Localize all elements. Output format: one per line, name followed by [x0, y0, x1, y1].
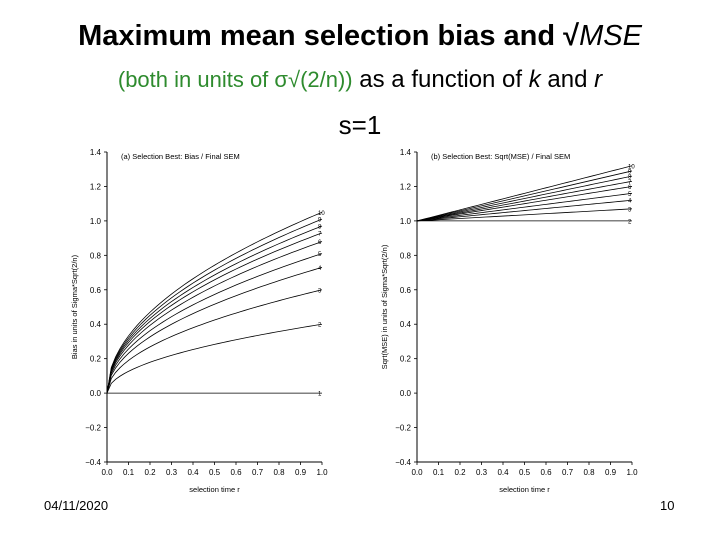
x-axis-label: selection time r — [499, 485, 550, 494]
y-tick-label: 1.0 — [90, 217, 102, 226]
series-label-8: 8 — [318, 225, 322, 231]
subtitle-text-2: and — [540, 66, 595, 93]
y-tick-label: 1.0 — [400, 217, 412, 226]
y-tick-label: 0.6 — [400, 286, 412, 295]
y-tick-label: −0.4 — [85, 458, 101, 467]
x-tick-label: 1.0 — [316, 468, 328, 477]
series-line-9 — [106, 218, 323, 394]
sqrt-mse-chart: −0.4 −0.2 0.0 0.2 0.4 0.6 0.8 1.0 1.2 1.4 0.0 0.1 0.… — [380, 148, 638, 494]
slide-title-main: Maximum mean selection bias and √ — [78, 20, 580, 52]
series-label-5: 5 — [318, 252, 322, 258]
x-tick-label: 0.3 — [476, 468, 488, 477]
series-label-6: 6 — [628, 185, 632, 191]
series-line-6 — [416, 186, 633, 222]
series-label-10: 10 — [318, 211, 325, 217]
x-tick-label: 0.7 — [252, 468, 264, 477]
series-label-4: 4 — [628, 199, 632, 205]
x-tick-label: 0.9 — [605, 468, 617, 477]
series-line-4 — [416, 199, 633, 222]
y-tick-label: 0.4 — [90, 320, 102, 329]
series-label-8: 8 — [628, 175, 632, 181]
subtitle-units: (both in units of σ√(2/n)) — [117, 67, 353, 92]
y-tick-label: 1.2 — [90, 182, 102, 191]
x-tick-label: 0.6 — [230, 468, 242, 477]
series-label-2: 2 — [318, 323, 322, 329]
x-tick-label: 0.5 — [209, 468, 221, 477]
y-tick-label: 0.2 — [90, 355, 102, 364]
y-tick-label: 0.2 — [400, 355, 412, 364]
series-label-1: 1 — [318, 392, 322, 398]
x-tick-label: 0.8 — [273, 468, 285, 477]
y-axis-label: Bias in units of Sigma*Sqrt(2/n) — [70, 254, 79, 359]
x-tick-label: 0.4 — [187, 468, 199, 477]
subtitle-text-1: as a function of — [352, 66, 529, 93]
slide-title: Maximum mean selection bias and √MSE — [0, 20, 720, 53]
page-number: 10 — [660, 498, 675, 513]
series-label-3: 3 — [318, 288, 322, 294]
series-label-5: 5 — [628, 192, 632, 198]
x-tick-label: 0.4 — [497, 468, 509, 477]
y-tick-label: 0.8 — [90, 251, 102, 260]
x-tick-label: 1.0 — [626, 468, 638, 477]
series-label-10: 10 — [628, 164, 635, 170]
series-line-7 — [416, 180, 633, 222]
series-line-3 — [106, 289, 323, 394]
x-tick-label: 0.0 — [411, 468, 423, 477]
x-axis-label: selection time r — [189, 485, 240, 494]
series-label-9: 9 — [628, 169, 632, 175]
series-label-2: 2 — [628, 219, 632, 225]
y-tick-label: −0.4 — [395, 458, 411, 467]
series-label-6: 6 — [318, 240, 322, 246]
slide-date: 04/11/2020 — [44, 498, 109, 513]
s-parameter-label: s=1 — [338, 110, 382, 140]
y-tick-label: 1.2 — [400, 182, 412, 191]
series-line-5 — [416, 192, 633, 222]
x-tick-label: 0.7 — [562, 468, 574, 477]
x-tick-label: 0.5 — [519, 468, 531, 477]
series-line-8 — [416, 175, 633, 222]
series-line-10 — [106, 211, 323, 394]
y-tick-label: 1.4 — [400, 148, 412, 157]
series-line-3 — [416, 208, 633, 222]
series-label-7: 7 — [628, 180, 632, 186]
series-line-10 — [416, 165, 633, 222]
subtitle-r: r — [594, 66, 603, 93]
series-line-2 — [106, 323, 323, 394]
x-tick-label: 0.6 — [540, 468, 552, 477]
y-tick-label: 0.6 — [90, 286, 102, 295]
x-tick-label: 0.1 — [123, 468, 135, 477]
y-tick-label: −0.2 — [395, 424, 411, 433]
series-line-8 — [106, 225, 323, 394]
series-line-7 — [106, 232, 323, 394]
y-tick-label: 1.4 — [90, 148, 102, 157]
y-tick-label: 0.0 — [400, 389, 412, 398]
slide-subtitle: (both in units of σ√(2/n)) as a function… — [0, 66, 720, 94]
x-tick-label: 0.2 — [144, 468, 156, 477]
series-line-4 — [106, 267, 323, 394]
series-line-9 — [416, 170, 633, 222]
y-tick-label: 0.0 — [90, 389, 102, 398]
chart-title: (a) Selection Best: Bias / Final SEM — [121, 152, 240, 161]
series-label-7: 7 — [318, 231, 322, 237]
chart-title: (b) Selection Best: Sqrt(MSE) / Final SE… — [431, 152, 570, 161]
bias-chart: −0.4 −0.2 0.0 0.2 0.4 0.6 0.8 1.0 1.2 1.4 0.0 0.1 0.… — [70, 148, 328, 494]
slide-title-mse: MSE — [579, 20, 642, 52]
y-tick-label: 0.8 — [400, 251, 412, 260]
series-line-6 — [106, 241, 323, 394]
y-tick-label: −0.2 — [85, 424, 101, 433]
x-tick-label: 0.0 — [101, 468, 113, 477]
x-tick-label: 0.3 — [166, 468, 178, 477]
series-label-4: 4 — [318, 266, 322, 272]
x-tick-label: 0.2 — [454, 468, 466, 477]
x-tick-label: 0.9 — [295, 468, 307, 477]
series-label-3: 3 — [628, 207, 632, 213]
series-line-5 — [106, 253, 323, 394]
y-axis-label: Sqrt(MSE) in units of Sigma*Sqrt(2/n) — [380, 244, 389, 369]
x-tick-label: 0.8 — [583, 468, 595, 477]
y-tick-label: 0.4 — [400, 320, 412, 329]
x-tick-label: 0.1 — [433, 468, 445, 477]
subtitle-k: k — [528, 66, 541, 93]
series-label-9: 9 — [318, 218, 322, 224]
